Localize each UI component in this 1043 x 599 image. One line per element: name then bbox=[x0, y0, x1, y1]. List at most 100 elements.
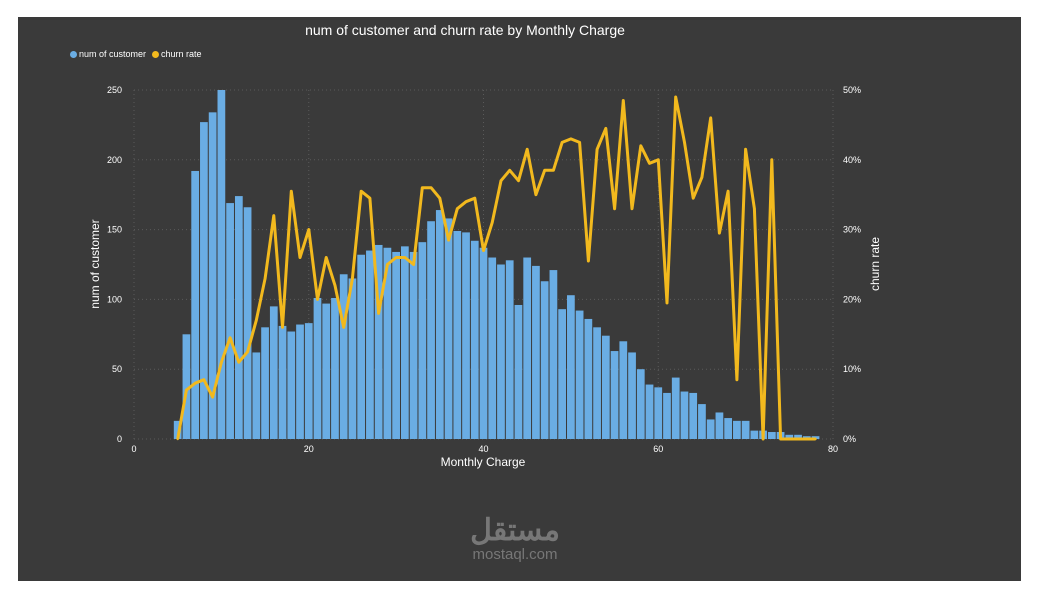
churn-point[interactable] bbox=[499, 179, 503, 182]
churn-point[interactable] bbox=[473, 196, 476, 200]
churn-point[interactable] bbox=[674, 95, 677, 99]
churn-point[interactable] bbox=[421, 186, 424, 189]
bar[interactable] bbox=[680, 391, 689, 439]
bar[interactable] bbox=[435, 210, 444, 439]
bar[interactable] bbox=[331, 298, 339, 439]
bar[interactable] bbox=[540, 281, 549, 439]
bar[interactable] bbox=[706, 419, 715, 439]
bar[interactable] bbox=[514, 304, 523, 439]
bar[interactable] bbox=[610, 351, 619, 439]
bar[interactable] bbox=[366, 250, 374, 439]
churn-point[interactable] bbox=[709, 116, 712, 120]
churn-point[interactable] bbox=[246, 350, 249, 353]
churn-point[interactable] bbox=[726, 190, 730, 193]
churn-point[interactable] bbox=[220, 361, 223, 364]
churn-point[interactable] bbox=[630, 207, 634, 210]
bar[interactable] bbox=[470, 240, 479, 439]
bar[interactable] bbox=[505, 260, 514, 439]
bar[interactable] bbox=[567, 295, 575, 439]
bar[interactable] bbox=[741, 420, 750, 439]
churn-point[interactable] bbox=[814, 437, 817, 441]
churn-point[interactable] bbox=[185, 388, 188, 392]
bar[interactable] bbox=[261, 327, 269, 439]
churn-point[interactable] bbox=[316, 298, 319, 301]
bar[interactable] bbox=[619, 341, 628, 439]
churn-point[interactable] bbox=[622, 99, 625, 102]
churn-point[interactable] bbox=[325, 256, 328, 259]
bar[interactable] bbox=[200, 122, 208, 439]
bar[interactable] bbox=[392, 251, 400, 439]
bar[interactable] bbox=[575, 310, 584, 439]
churn-point[interactable] bbox=[779, 437, 782, 441]
churn-point[interactable] bbox=[683, 141, 686, 144]
churn-point[interactable] bbox=[718, 231, 721, 235]
churn-point[interactable] bbox=[368, 196, 372, 200]
churn-point[interactable] bbox=[788, 437, 791, 441]
bar[interactable] bbox=[252, 352, 261, 439]
bar[interactable] bbox=[636, 369, 645, 439]
churn-point[interactable] bbox=[543, 169, 546, 172]
churn-point[interactable] bbox=[595, 148, 599, 151]
bar[interactable] bbox=[418, 242, 427, 439]
bar[interactable] bbox=[767, 432, 776, 439]
churn-point[interactable] bbox=[534, 193, 538, 196]
bar[interactable] bbox=[593, 327, 601, 439]
churn-point[interactable] bbox=[805, 437, 808, 441]
bar[interactable] bbox=[794, 434, 802, 439]
bar[interactable] bbox=[671, 377, 680, 439]
churn-point[interactable] bbox=[263, 277, 267, 280]
churn-point[interactable] bbox=[770, 158, 774, 161]
bar[interactable] bbox=[287, 331, 296, 439]
churn-point[interactable] bbox=[508, 169, 511, 172]
bar[interactable] bbox=[234, 196, 243, 439]
churn-line[interactable] bbox=[176, 95, 816, 441]
bar[interactable] bbox=[785, 434, 794, 439]
churn-point[interactable] bbox=[639, 144, 642, 148]
churn-point[interactable] bbox=[648, 162, 651, 165]
churn-point[interactable] bbox=[272, 214, 275, 217]
bar[interactable] bbox=[750, 430, 759, 439]
churn-point[interactable] bbox=[761, 437, 765, 441]
bar[interactable] bbox=[444, 218, 453, 439]
bar[interactable] bbox=[182, 334, 191, 439]
bar[interactable] bbox=[383, 247, 392, 439]
bar[interactable] bbox=[217, 90, 226, 439]
churn-point[interactable] bbox=[613, 207, 616, 210]
churn-point[interactable] bbox=[578, 141, 581, 144]
bar[interactable] bbox=[313, 298, 322, 439]
bar[interactable] bbox=[462, 232, 470, 439]
churn-point[interactable] bbox=[281, 326, 284, 329]
legend-item-customers[interactable]: num of customer bbox=[70, 49, 146, 59]
bar[interactable] bbox=[733, 420, 741, 439]
churn-point[interactable] bbox=[307, 228, 310, 231]
bar[interactable] bbox=[269, 306, 278, 439]
churn-point[interactable] bbox=[525, 148, 529, 151]
bar[interactable] bbox=[689, 392, 698, 439]
churn-point[interactable] bbox=[202, 378, 206, 381]
bar[interactable] bbox=[226, 203, 234, 439]
bar[interactable] bbox=[191, 170, 200, 439]
bar[interactable] bbox=[523, 257, 532, 439]
bar[interactable] bbox=[645, 384, 654, 439]
churn-point[interactable] bbox=[429, 186, 433, 189]
bar[interactable] bbox=[488, 257, 497, 439]
churn-point[interactable] bbox=[228, 336, 232, 339]
churn-point[interactable] bbox=[692, 196, 695, 200]
bar[interactable] bbox=[453, 230, 462, 439]
bar[interactable] bbox=[698, 404, 706, 439]
bar[interactable] bbox=[400, 246, 409, 439]
bar[interactable] bbox=[427, 221, 435, 439]
churn-point[interactable] bbox=[438, 196, 442, 200]
churn-point[interactable] bbox=[351, 277, 354, 280]
churn-point[interactable] bbox=[464, 200, 468, 203]
churn-point[interactable] bbox=[604, 127, 608, 130]
bar[interactable] bbox=[549, 270, 558, 439]
bar[interactable] bbox=[374, 244, 383, 439]
churn-point[interactable] bbox=[552, 169, 555, 172]
bar[interactable] bbox=[339, 274, 348, 439]
bar[interactable] bbox=[532, 265, 540, 439]
churn-point[interactable] bbox=[753, 207, 756, 210]
churn-point[interactable] bbox=[587, 259, 590, 263]
bar[interactable] bbox=[654, 387, 663, 439]
churn-point[interactable] bbox=[333, 284, 337, 287]
